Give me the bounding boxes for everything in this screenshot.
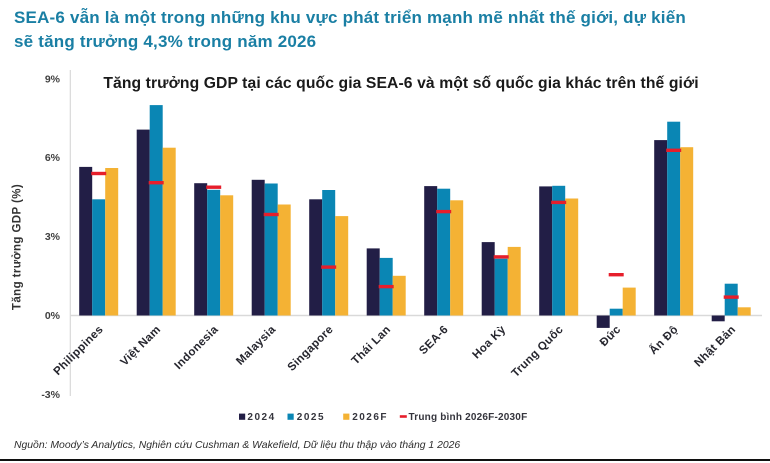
svg-text:Singapore: Singapore xyxy=(286,324,336,374)
svg-text:6%: 6% xyxy=(45,152,61,164)
svg-text:Tăng trưởng GDP (%): Tăng trưởng GDP (%) xyxy=(12,184,24,310)
svg-text:Trung Quốc: Trung Quốc xyxy=(510,323,566,379)
svg-text:Việt Nam: Việt Nam xyxy=(118,324,163,369)
svg-text:Philippines: Philippines xyxy=(52,324,106,378)
svg-text:Malaysia: Malaysia xyxy=(234,323,278,367)
svg-text:9%: 9% xyxy=(45,73,61,85)
svg-text:Hoa Kỳ: Hoa Kỳ xyxy=(471,323,509,361)
svg-text:0%: 0% xyxy=(45,310,61,322)
svg-text:-3%: -3% xyxy=(41,389,60,401)
svg-text:Thái Lan: Thái Lan xyxy=(350,324,394,368)
svg-text:SEA-6: SEA-6 xyxy=(417,324,450,357)
svg-text:3%: 3% xyxy=(45,231,61,243)
svg-text:2026F: 2026F xyxy=(352,412,388,423)
svg-text:Tăng trưởng GDP tại các quốc g: Tăng trưởng GDP tại các quốc gia SEA-6 v… xyxy=(103,75,698,92)
svg-text:Trung bình 2026F-2030F: Trung bình 2026F-2030F xyxy=(409,412,528,423)
svg-text:Indonesia: Indonesia xyxy=(172,323,221,372)
svg-text:2025: 2025 xyxy=(297,412,325,423)
svg-text:Ấn Độ: Ấn Độ xyxy=(647,323,681,357)
svg-text:Nhật Bản: Nhật Bản xyxy=(692,324,738,370)
svg-text:2024: 2024 xyxy=(247,412,275,423)
